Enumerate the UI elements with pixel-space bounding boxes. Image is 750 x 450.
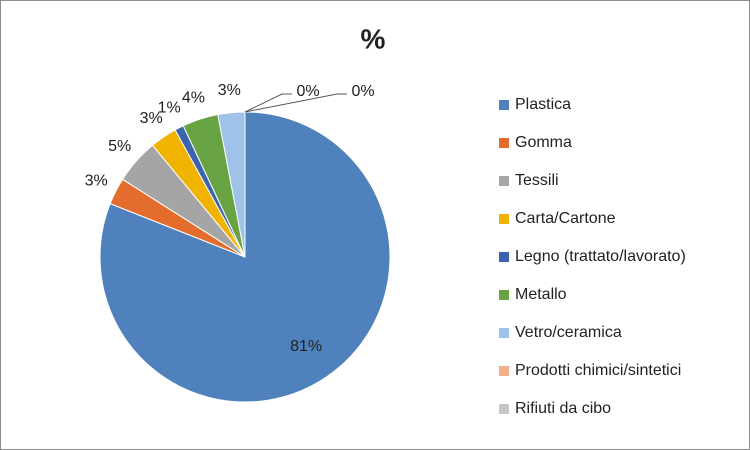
leader-line [244, 93, 292, 113]
data-label: 5% [108, 138, 131, 155]
legend-label: Plastica [515, 96, 571, 113]
data-label: 1% [158, 99, 181, 116]
legend-swatch [499, 214, 509, 224]
legend-swatch [499, 290, 509, 300]
legend-label: Rifiuti da cibo [515, 400, 611, 417]
data-label: 3% [140, 110, 163, 127]
legend-label: Metallo [515, 286, 567, 303]
legend-label: Carta/Cartone [515, 210, 616, 227]
data-label: 3% [85, 172, 108, 189]
legend-label: Gomma [515, 134, 572, 151]
legend-swatch [499, 176, 509, 186]
legend-swatch [499, 366, 509, 376]
legend-swatch [499, 138, 509, 148]
legend-swatch [499, 328, 509, 338]
legend-swatch [499, 404, 509, 414]
legend-swatch [499, 252, 509, 262]
leader-line [244, 93, 347, 113]
legend-label: Tessili [515, 172, 559, 189]
chart-title: % [361, 23, 386, 54]
legend-label: Prodotti chimici/sintetici [515, 362, 681, 379]
data-label: 0% [351, 83, 374, 100]
data-label: 3% [218, 82, 241, 99]
legend-swatch [499, 100, 509, 110]
legend-label: Vetro/ceramica [515, 324, 622, 341]
data-label: 0% [296, 83, 319, 100]
legend-label: Legno (trattato/lavorato) [515, 248, 686, 265]
data-label: 4% [182, 89, 205, 106]
data-label: 81% [290, 338, 322, 355]
